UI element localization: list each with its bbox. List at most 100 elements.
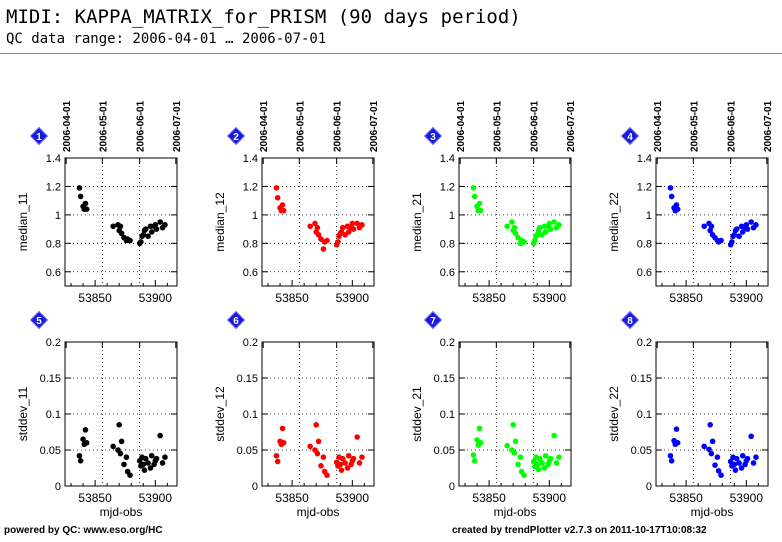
data-point bbox=[535, 466, 542, 473]
data-point bbox=[504, 442, 510, 449]
data-point bbox=[140, 461, 147, 468]
y-tick-label: 0.2 bbox=[46, 337, 61, 349]
data-point bbox=[753, 222, 759, 228]
data-point bbox=[471, 193, 478, 200]
date-tick-label: 2006-04-01 bbox=[456, 100, 467, 152]
data-point bbox=[82, 427, 89, 433]
data-point bbox=[320, 454, 327, 461]
y-axis-label: median_11 bbox=[16, 192, 30, 251]
y-tick-label: 0.05 bbox=[631, 445, 652, 457]
data-point bbox=[668, 458, 675, 464]
panel-badge-number: 4 bbox=[627, 132, 633, 143]
plot-frame bbox=[261, 157, 375, 287]
panel-badge-number: 6 bbox=[233, 316, 239, 327]
date-tick-label: 2006-06-01 bbox=[530, 100, 541, 152]
data-point bbox=[118, 230, 125, 237]
data-point bbox=[470, 452, 477, 458]
data-point bbox=[280, 207, 287, 214]
y-tick-label: 0.8 bbox=[46, 238, 61, 250]
data-point bbox=[349, 220, 356, 227]
y-tick-label: 0 bbox=[55, 481, 61, 493]
data-point bbox=[718, 472, 724, 479]
date-tick-label: 2006-05-01 bbox=[689, 100, 700, 152]
data-point bbox=[273, 185, 280, 191]
y-tick-label: 0.1 bbox=[440, 409, 455, 421]
data-point bbox=[141, 467, 148, 473]
data-point bbox=[314, 224, 321, 231]
data-point bbox=[556, 222, 562, 228]
chart-panel-6: 0 0.05 0.1 0.15 0.2 53850 53900 stddev_12 mjd-ob… bbox=[213, 310, 375, 519]
date-tick-label: 2006-07-01 bbox=[369, 100, 380, 152]
y-tick-label: 0.05 bbox=[40, 445, 61, 457]
y-tick-label: 1.2 bbox=[243, 181, 258, 193]
page-title: MIDI: KAPPA_MATRIX_for_PRISM (90 days pe… bbox=[6, 6, 521, 28]
y-axis-label: stddev_11 bbox=[16, 386, 30, 441]
data-point bbox=[551, 432, 557, 439]
y-tick-label: 1.4 bbox=[243, 153, 258, 165]
data-point bbox=[707, 422, 713, 428]
data-point bbox=[708, 223, 715, 230]
panel-badge-icon bbox=[29, 310, 49, 330]
panel-badge-number: 2 bbox=[233, 132, 239, 143]
date-tick-label: 2006-05-01 bbox=[295, 100, 306, 152]
data-point bbox=[312, 220, 318, 227]
panel-badge-icon bbox=[226, 310, 246, 330]
data-point bbox=[701, 223, 707, 230]
date-tick-label: 2006-06-01 bbox=[136, 100, 147, 152]
data-point bbox=[83, 206, 90, 212]
panel-badge-number: 3 bbox=[430, 132, 436, 143]
data-point bbox=[470, 185, 477, 191]
x-tick-label: 53850 bbox=[78, 491, 112, 505]
data-point bbox=[350, 226, 357, 232]
data-point bbox=[736, 460, 742, 466]
y-tick-label: 1 bbox=[646, 210, 652, 222]
y-axis-label: median_22 bbox=[607, 192, 621, 252]
x-tick-label: 53900 bbox=[139, 291, 173, 305]
date-tick-label: 2006-06-01 bbox=[727, 100, 738, 152]
y-tick-label: 0 bbox=[252, 481, 258, 493]
chart-panel-8: 0 0.05 0.1 0.15 0.2 53850 53900 stddev_22 mjd-ob… bbox=[607, 310, 769, 519]
footer-right: created by trendPlotter v2.7.3 on 2011-1… bbox=[452, 525, 707, 536]
data-point bbox=[748, 433, 754, 440]
data-point bbox=[83, 440, 90, 446]
data-point bbox=[279, 202, 286, 208]
data-point bbox=[339, 455, 346, 462]
data-point bbox=[731, 461, 738, 468]
data-point bbox=[701, 443, 707, 450]
data-point bbox=[315, 232, 322, 238]
data-point bbox=[142, 455, 149, 462]
data-point bbox=[709, 438, 716, 445]
y-tick-label: 0.6 bbox=[440, 267, 455, 279]
data-point bbox=[280, 440, 287, 446]
data-point bbox=[77, 458, 84, 464]
data-point bbox=[153, 226, 160, 232]
y-tick-label: 1.2 bbox=[440, 181, 455, 193]
data-point bbox=[318, 463, 324, 469]
data-point bbox=[117, 450, 124, 457]
x-axis-label: mjd-obs bbox=[494, 505, 537, 519]
date-tick-label: 2006-07-01 bbox=[566, 100, 577, 152]
data-point bbox=[718, 237, 724, 244]
data-point bbox=[76, 452, 83, 459]
data-point bbox=[512, 438, 519, 445]
data-point bbox=[121, 461, 127, 468]
x-tick-label: 53900 bbox=[336, 491, 370, 505]
data-point bbox=[116, 422, 122, 428]
panel-badge-icon bbox=[29, 126, 49, 146]
x-tick-label: 53900 bbox=[533, 291, 567, 305]
data-point bbox=[750, 460, 757, 466]
date-tick-label: 2006-05-01 bbox=[98, 100, 109, 152]
y-tick-label: 0.1 bbox=[46, 409, 61, 421]
data-point bbox=[335, 239, 341, 245]
chart-panel-4: 0.6 0.8 1 1.2 1.4 53850 53900 2006-04-01 2006-05… bbox=[607, 100, 774, 305]
y-tick-label: 1.4 bbox=[637, 153, 652, 165]
x-tick-label: 53850 bbox=[78, 291, 112, 305]
data-point bbox=[162, 222, 168, 228]
data-point bbox=[511, 450, 518, 456]
x-tick-label: 53900 bbox=[139, 491, 173, 505]
data-point bbox=[706, 446, 712, 453]
data-point bbox=[354, 220, 360, 227]
data-point bbox=[76, 185, 83, 191]
y-tick-label: 0.15 bbox=[631, 373, 652, 385]
